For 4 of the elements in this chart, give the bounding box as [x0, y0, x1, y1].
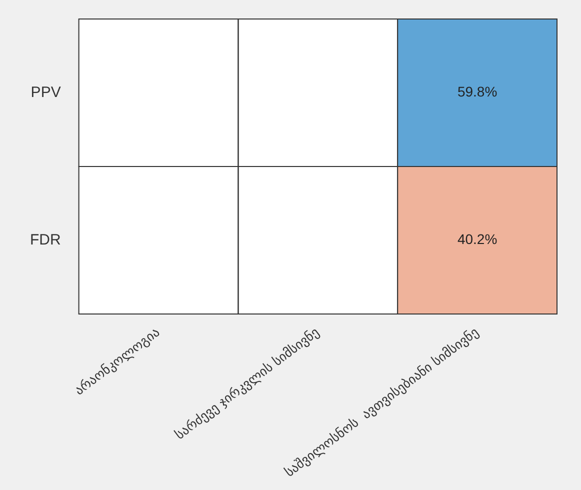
y-tick-label: FDR [30, 231, 61, 248]
data-label: 59.8% [457, 84, 498, 100]
y-tick-label: PPV [30, 84, 61, 101]
data-label: 40.2% [457, 231, 498, 248]
